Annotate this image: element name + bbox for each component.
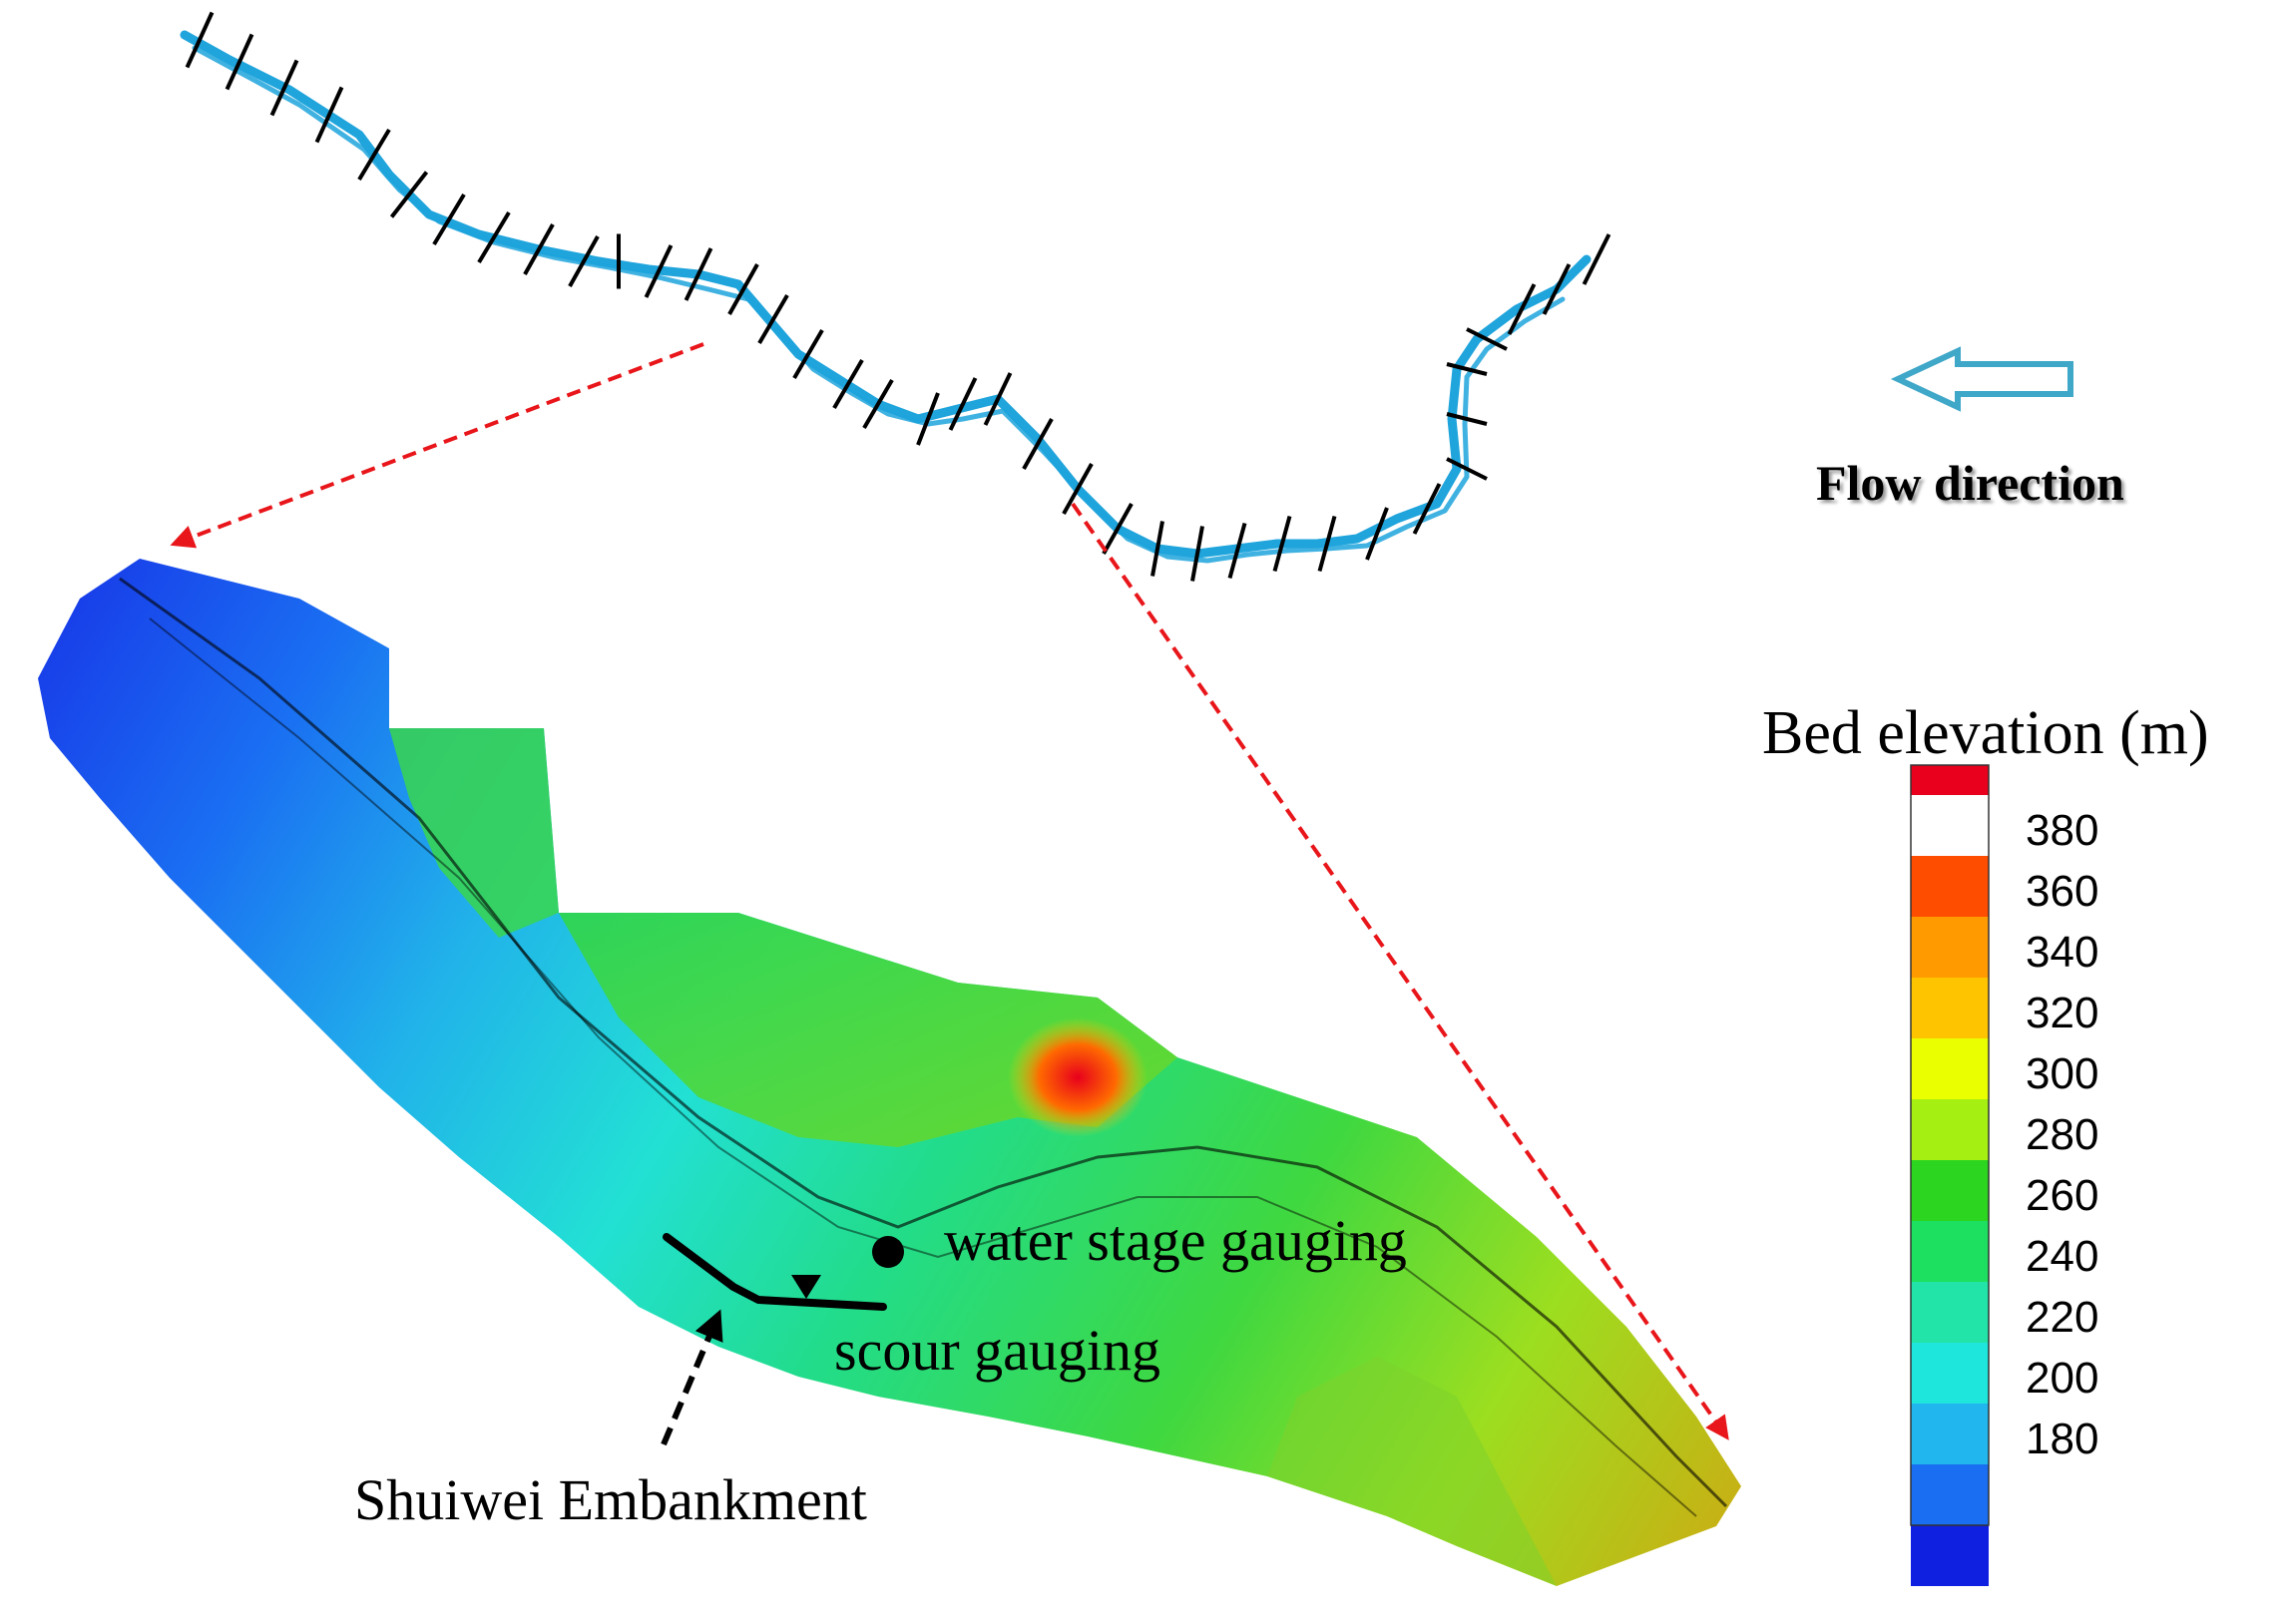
cross-section-line: [1227, 522, 1247, 580]
cross-section-line: [1582, 233, 1611, 285]
legend-tick: 320: [2026, 989, 2099, 1037]
cross-section-line: [1190, 526, 1204, 582]
cross-section-lines: [185, 11, 1611, 582]
cross-section-line: [1102, 503, 1134, 555]
legend-color-cell: [1911, 1099, 1989, 1160]
legend-color-cell: [1911, 1160, 1989, 1221]
terrain-peak: [1008, 1017, 1147, 1137]
cross-section-line: [1446, 412, 1488, 426]
flow-direction-label: Flow direction: [1816, 455, 2124, 511]
cross-section-line: [1466, 327, 1508, 351]
legend-color-cell: [1911, 917, 1989, 978]
legend-color-cell: [1911, 1221, 1989, 1282]
cross-section-line: [185, 11, 215, 69]
legend-color-cell: [1911, 1038, 1989, 1099]
cross-section-line: [225, 33, 254, 91]
cross-section-line: [792, 328, 824, 380]
scour-gauging-triangle-icon: [791, 1275, 821, 1299]
legend-color-cell: [1911, 765, 1989, 795]
cross-section-line: [1062, 463, 1094, 515]
cross-section-line: [1022, 418, 1054, 470]
cross-section-line: [1446, 457, 1488, 481]
legend-color-cell: [1911, 1464, 1989, 1525]
main-channel-line: [119, 577, 1728, 1508]
legend-color-cell: [1911, 978, 1989, 1038]
cross-section-line: [568, 235, 600, 287]
cross-section-line: [314, 86, 344, 144]
legend-tick: 380: [2026, 806, 2099, 855]
cross-section-line: [523, 223, 555, 275]
cross-section-line: [1365, 507, 1389, 561]
cross-section-line: [1317, 515, 1337, 573]
legend-tick: 260: [2026, 1171, 2099, 1220]
cross-section-line: [948, 377, 978, 431]
legend-tick: 180: [2026, 1415, 2099, 1463]
legend-frame: [1910, 764, 1990, 1526]
cross-section-line: [389, 171, 429, 218]
scour-gauging-label: scour gauging: [834, 1318, 1160, 1383]
cross-section-line: [832, 358, 864, 410]
flow-direction-arrow-icon: [1890, 346, 2073, 412]
legend-color-cell: [1911, 1343, 1989, 1404]
cross-section-line: [644, 244, 674, 298]
legend-tick: 200: [2026, 1354, 2099, 1403]
cross-section-line: [983, 372, 1013, 426]
cross-section-line: [1150, 521, 1164, 577]
shuiwei-embankment-line: [663, 1233, 887, 1311]
cross-section-line: [357, 128, 391, 182]
cross-section-line: [1542, 263, 1572, 315]
legend-tick: 220: [2026, 1293, 2099, 1342]
river-overview: [180, 11, 1611, 582]
legend-colorbar: [1910, 764, 1990, 1586]
cross-section-line: [1272, 515, 1292, 573]
legend-tick: 340: [2026, 928, 2099, 977]
channel-bank-line: [149, 617, 1697, 1517]
cross-section-line: [727, 263, 759, 315]
water-stage-gauging-label: water stage gauging: [944, 1208, 1407, 1273]
legend-tick: 300: [2026, 1049, 2099, 1098]
legend-tick: 240: [2026, 1232, 2099, 1281]
legend-color-cell: [1911, 856, 1989, 917]
legend-color-cell: [1911, 1282, 1989, 1343]
bed-elevation-map: [38, 559, 1741, 1586]
cross-section-line: [432, 193, 466, 246]
cross-section-line: [1412, 483, 1442, 535]
legend-tick: 360: [2026, 867, 2099, 916]
cross-section-line: [477, 210, 511, 264]
cross-section-line: [684, 247, 713, 301]
cross-section-line: [269, 59, 299, 117]
legend-title: Bed elevation (m): [1762, 699, 2209, 767]
cross-section-line: [916, 392, 940, 446]
legend-tick: 280: [2026, 1110, 2099, 1159]
guide-arrow-left: [170, 342, 704, 549]
cross-section-line: [862, 378, 894, 430]
guide-arrow-right: [1071, 502, 1729, 1440]
river-channel-secondary: [192, 45, 1566, 564]
cross-section-line: [1507, 283, 1537, 335]
terrain-southeast-hill: [1267, 1357, 1557, 1586]
legend-color-cell: [1911, 1404, 1989, 1464]
water-stage-gauging-dot-icon: [872, 1236, 904, 1268]
embankment-pointer-arrow: [661, 1309, 723, 1446]
terrain-upper-hill: [389, 728, 559, 938]
cross-section-line: [757, 293, 789, 345]
cross-section-line: [1446, 362, 1488, 376]
shuiwei-embankment-label: Shuiwei Embankment: [354, 1467, 867, 1532]
river-channel: [180, 30, 1592, 559]
legend-color-cell: [1911, 1525, 1989, 1586]
